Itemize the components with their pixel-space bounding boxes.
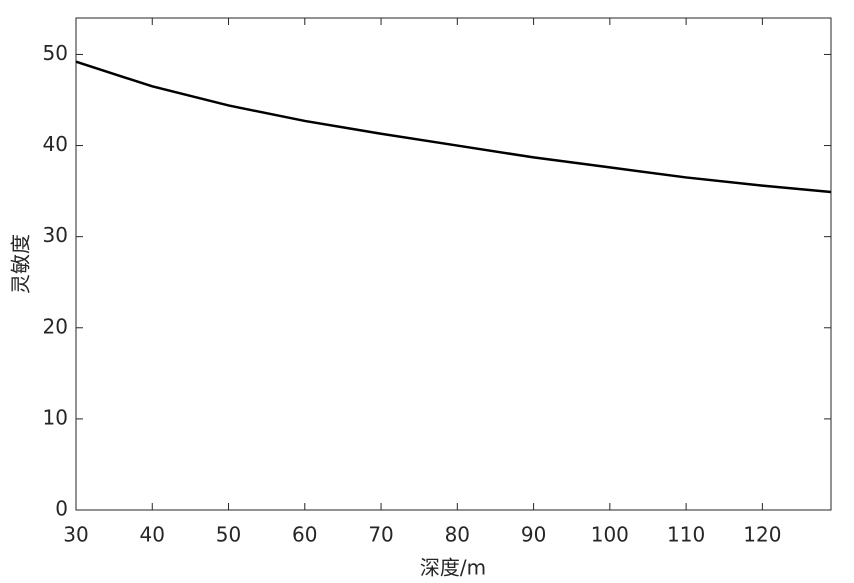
plot-area: [75, 17, 832, 511]
y-tick-label: 20: [43, 314, 68, 338]
y-tick-label: 40: [43, 132, 68, 156]
y-tick-label: 30: [43, 223, 68, 247]
y-tick-label: 0: [55, 497, 68, 521]
y-tick-label: 50: [43, 41, 68, 65]
x-tick-label: 100: [591, 523, 629, 547]
x-tick-label: 70: [368, 523, 393, 547]
x-tick-label: 120: [743, 523, 781, 547]
x-tick-label: 60: [292, 523, 317, 547]
x-tick-label: 90: [521, 523, 546, 547]
y-tick-label: 10: [43, 405, 68, 429]
y-axis-label: 灵敏度: [9, 234, 33, 294]
x-axis-label: 深度/m: [420, 556, 486, 580]
x-tick-label: 30: [63, 523, 88, 547]
x-tick-label: 50: [216, 523, 241, 547]
x-tick-label: 80: [445, 523, 470, 547]
x-tick-label: 40: [140, 523, 165, 547]
x-tick-label: 110: [667, 523, 705, 547]
line: [75, 60, 832, 194]
